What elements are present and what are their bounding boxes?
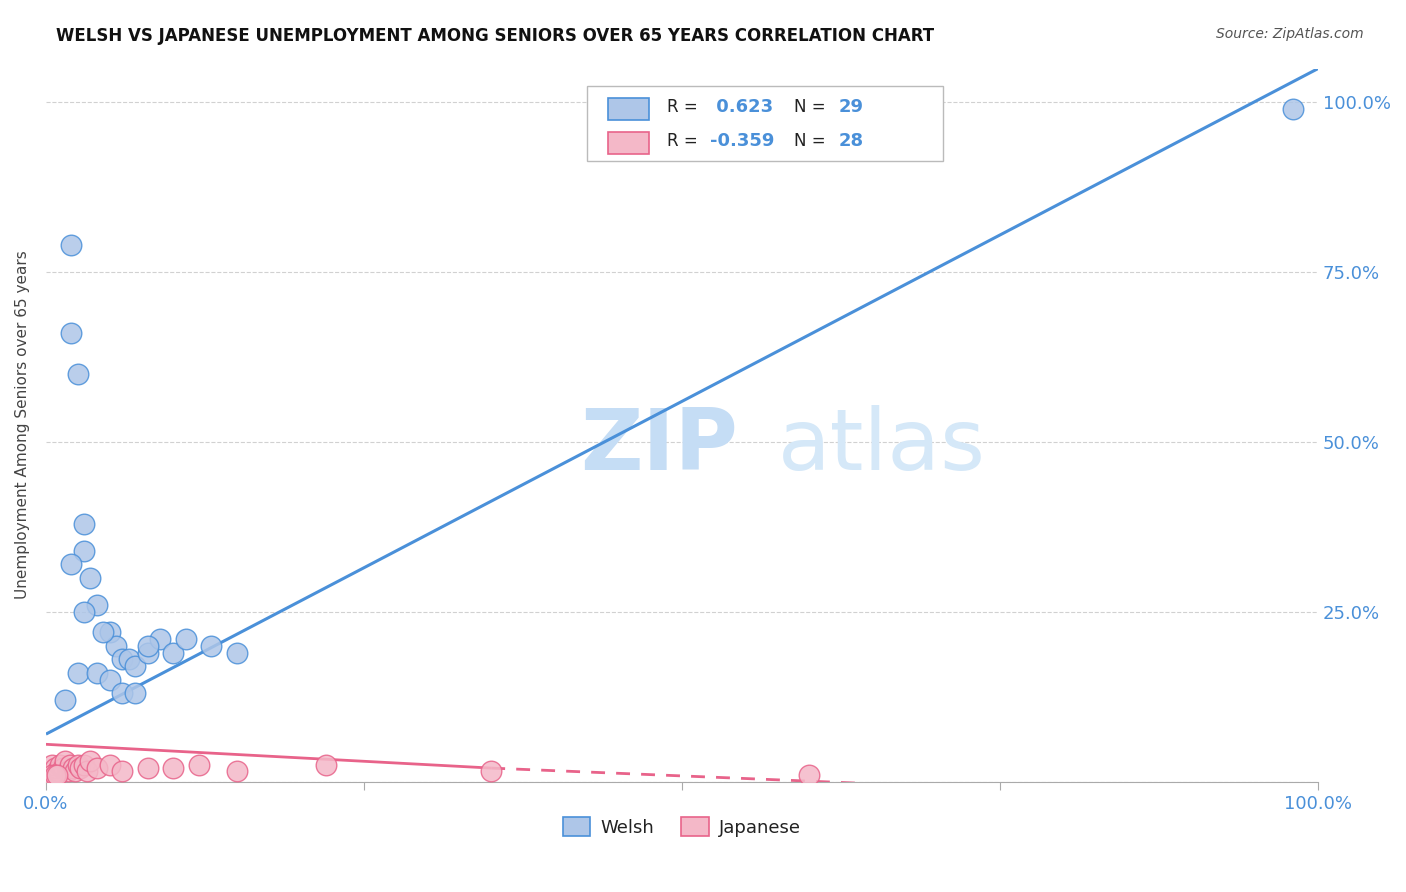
Point — [44, 768, 66, 782]
Text: -0.359: -0.359 — [710, 132, 775, 150]
Point — [73, 516, 96, 531]
Point — [69, 761, 91, 775]
Legend: Welsh, Japanese: Welsh, Japanese — [555, 810, 808, 844]
Point — [66, 367, 89, 381]
Point — [65, 764, 87, 779]
Point — [136, 639, 159, 653]
FancyBboxPatch shape — [609, 132, 650, 153]
Point — [200, 639, 222, 653]
Point — [86, 665, 108, 680]
Point — [1281, 103, 1303, 117]
Y-axis label: Unemployment Among Seniors over 65 years: Unemployment Among Seniors over 65 years — [15, 251, 30, 599]
Point — [124, 659, 146, 673]
Point — [86, 598, 108, 612]
Point — [79, 754, 101, 768]
Point — [98, 625, 121, 640]
Point — [111, 686, 134, 700]
Point — [76, 764, 98, 779]
Text: 0.623: 0.623 — [710, 98, 773, 116]
Point — [225, 646, 247, 660]
Point — [799, 768, 821, 782]
Point — [73, 757, 96, 772]
Point — [46, 764, 69, 779]
Point — [41, 757, 63, 772]
Text: 28: 28 — [838, 132, 863, 150]
Point — [44, 761, 66, 775]
Text: 29: 29 — [838, 98, 863, 116]
Point — [51, 761, 73, 775]
Point — [149, 632, 172, 646]
Point — [136, 761, 159, 775]
Point — [315, 757, 337, 772]
Point — [98, 757, 121, 772]
Point — [162, 646, 184, 660]
Text: ZIP: ZIP — [581, 405, 738, 488]
FancyBboxPatch shape — [609, 98, 650, 120]
Point — [49, 757, 72, 772]
Point — [98, 673, 121, 687]
Point — [104, 639, 127, 653]
Text: R =: R = — [666, 132, 703, 150]
Point — [162, 761, 184, 775]
Text: Source: ZipAtlas.com: Source: ZipAtlas.com — [1216, 27, 1364, 41]
FancyBboxPatch shape — [586, 87, 943, 161]
Point — [62, 761, 84, 775]
Point — [479, 764, 502, 779]
Point — [73, 543, 96, 558]
Point — [111, 652, 134, 666]
Point — [86, 761, 108, 775]
Point — [60, 326, 83, 341]
Text: atlas: atlas — [778, 405, 986, 488]
Text: N =: N = — [794, 132, 831, 150]
Point — [111, 764, 134, 779]
Point — [46, 768, 69, 782]
Point — [66, 665, 89, 680]
Point — [91, 625, 114, 640]
Point — [124, 686, 146, 700]
Point — [53, 754, 76, 768]
Point — [41, 768, 63, 782]
Text: R =: R = — [666, 98, 703, 116]
Point — [174, 632, 197, 646]
Point — [66, 757, 89, 772]
Point — [56, 764, 79, 779]
Point — [59, 757, 82, 772]
Point — [73, 605, 96, 619]
Point — [225, 764, 247, 779]
Point — [187, 757, 209, 772]
Text: WELSH VS JAPANESE UNEMPLOYMENT AMONG SENIORS OVER 65 YEARS CORRELATION CHART: WELSH VS JAPANESE UNEMPLOYMENT AMONG SEN… — [56, 27, 935, 45]
Point — [53, 693, 76, 707]
Point — [136, 646, 159, 660]
Point — [79, 571, 101, 585]
Point — [60, 238, 83, 252]
Text: N =: N = — [794, 98, 831, 116]
Point — [118, 652, 141, 666]
Point — [60, 558, 83, 572]
